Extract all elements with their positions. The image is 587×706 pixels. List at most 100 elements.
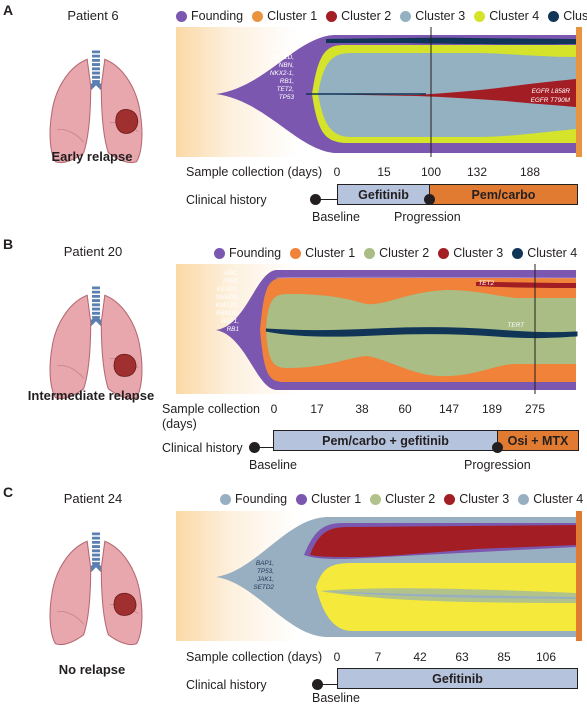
- annotation-label: TET2: [478, 280, 494, 287]
- mutation-label: RB1: [227, 326, 240, 333]
- day-tick-label: 0: [270, 402, 278, 416]
- baseline-label: Baseline: [312, 210, 360, 224]
- sample-collection-label: Sample collection (days): [186, 650, 323, 664]
- legend-dot-icon: [252, 10, 264, 22]
- founding-mutations: APC, TP53, KEAP1, SMAD4, KMT2D, RBM10, B…: [215, 270, 239, 333]
- timeline-line: [260, 447, 274, 448]
- mutation-label: TP53: [279, 94, 295, 101]
- mutation-label: SETD2: [253, 584, 274, 591]
- founding-mutations: BAP1, TP53, JAK1, SETD2: [253, 560, 274, 591]
- treatment-bar: Pem/carbo: [429, 184, 578, 205]
- sample-collection-label: Sample collection (days): [186, 165, 323, 179]
- day-tick-label: 15: [377, 165, 391, 179]
- legend-item: Cluster 2: [364, 246, 429, 260]
- lungs-with-tumor-icon: [21, 260, 171, 410]
- legend-dot-icon: [512, 247, 524, 259]
- panel-label: A: [3, 2, 14, 18]
- day-tick-label: 38: [355, 402, 369, 416]
- legend-item: Founding: [214, 246, 281, 260]
- legend-item: Cluster 3: [400, 9, 465, 23]
- legend: Founding Cluster 1 Cluster 2 Cluster 3 C…: [220, 492, 583, 506]
- day-tick-label: 0: [333, 165, 341, 179]
- annotation-label: EGFR L858R: [532, 88, 571, 95]
- mutation-label: RB1,: [280, 78, 294, 85]
- baseline-label: Baseline: [312, 691, 360, 705]
- annotation-label: TERT: [507, 322, 525, 329]
- cluster2-clone: [312, 79, 576, 107]
- legend-item: Cluster 2: [326, 9, 391, 23]
- day-tick-label: 42: [413, 650, 427, 664]
- day-tick-label: 17: [310, 402, 324, 416]
- legend-item: Cluster 2: [370, 492, 435, 506]
- legend-item: Cluster 3: [438, 246, 503, 260]
- treatment-bar: Gefitinib: [337, 184, 430, 205]
- day-tick-label: 147: [438, 402, 460, 416]
- day-tick-label: 189: [481, 402, 503, 416]
- mutation-label: RBM10,: [216, 310, 239, 317]
- patient-title: Patient 20: [63, 244, 123, 259]
- mutation-label: TP53,: [222, 278, 239, 285]
- progression-label: Progression: [394, 210, 461, 224]
- annotation-label: EGFR T790M: [531, 97, 571, 104]
- day-tick-label: 132: [466, 165, 488, 179]
- lungs-with-tumor-icon: [21, 24, 171, 174]
- legend-dot-icon: [438, 247, 450, 259]
- legend-item: Founding: [176, 9, 243, 23]
- legend-dot-icon: [214, 247, 225, 259]
- mutation-label: BAP1,: [221, 318, 239, 325]
- day-tick-label: 85: [497, 650, 511, 664]
- patient-title: Patient 6: [67, 8, 119, 23]
- mutation-label: SMAD4,: [215, 294, 239, 301]
- relapse-status: Intermediate relapse: [27, 388, 155, 403]
- lungs-with-tumor-icon: [21, 506, 171, 656]
- legend-item: Cluster 4: [518, 492, 583, 506]
- day-tick-label: 106: [535, 650, 557, 664]
- cluster5-clone: [326, 37, 576, 45]
- treatment-bar: Pem/carbo + gefitinib: [273, 430, 498, 451]
- mutation-label: APC,: [223, 270, 239, 277]
- timeline-line: [316, 199, 338, 200]
- panel-label: B: [3, 236, 14, 252]
- panel-label: C: [3, 484, 14, 500]
- clinical-history-label: Clinical history: [186, 678, 267, 692]
- mutation-label: JAK1,: [256, 576, 274, 583]
- fish-plot: BAP1, TP53, JAK1, SETD2: [176, 511, 582, 641]
- legend-item: Cluster 1: [290, 246, 355, 260]
- mutation-label: TP53,: [257, 568, 274, 575]
- day-tick-label: 0: [333, 650, 341, 664]
- legend-dot-icon: [400, 10, 412, 22]
- legend-dot-icon: [474, 10, 486, 22]
- clinical-history-label: Clinical history: [186, 193, 267, 207]
- mutation-label: NKX2-1,: [270, 70, 294, 77]
- filled-circle-icon: [310, 194, 321, 205]
- legend-dot-icon: [176, 10, 187, 22]
- legend-dot-icon: [518, 493, 530, 505]
- progression-label: Progression: [464, 458, 531, 472]
- legend: Founding Cluster 1 Cluster 2 Cluster 3 C…: [214, 246, 577, 260]
- mutation-label: KMT2D,: [216, 302, 240, 309]
- clinical-history-label: Clinical history: [162, 441, 243, 455]
- mutation-label: KEAP1,: [217, 286, 240, 293]
- legend-dot-icon: [326, 10, 338, 22]
- filled-circle-icon: [492, 442, 503, 453]
- fish-plot: APC, TP53, KEAP1, SMAD4, KMT2D, RBM10, B…: [176, 264, 582, 394]
- mutation-label: NBN,: [279, 62, 294, 69]
- fish-plot: TERT APC, KEAP1, KMT2D, NBN, NKX2-1, RB1…: [176, 27, 582, 157]
- mutation-label: TET2,: [277, 86, 295, 93]
- baseline-label: Baseline: [249, 458, 297, 472]
- legend-item: Cluster 5: [548, 9, 587, 23]
- cluster4-clone: [322, 591, 576, 599]
- legend-dot-icon: [444, 493, 456, 505]
- day-tick-label: 275: [524, 402, 546, 416]
- timeline-line: [318, 684, 338, 685]
- day-tick-label: 63: [455, 650, 469, 664]
- day-tick-label: 60: [398, 402, 412, 416]
- mutation-label: KEAP1,: [272, 46, 295, 53]
- legend-dot-icon: [290, 247, 302, 259]
- sample-collection-label: Sample collection: [162, 402, 260, 416]
- legend: Founding Cluster 1 Cluster 2 Cluster 3 C…: [176, 9, 587, 23]
- filled-circle-icon: [249, 442, 260, 453]
- legend-item: Cluster 1: [252, 9, 317, 23]
- treatment-bar: Gefitinib: [337, 668, 578, 689]
- legend-item: Cluster 3: [444, 492, 509, 506]
